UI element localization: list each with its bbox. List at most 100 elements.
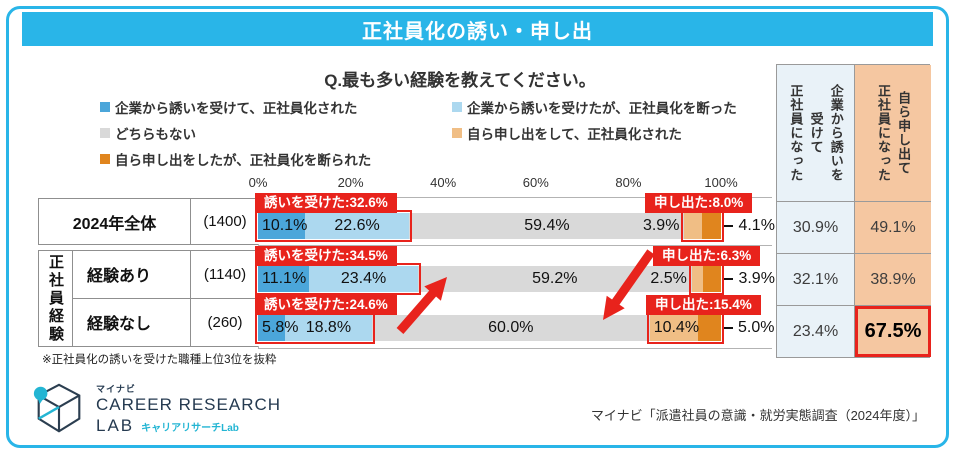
- legend-label: 自ら申し出をしたが、正社員化を断られた: [115, 153, 372, 168]
- legend-label: 企業から誘いを受けて、正社員化された: [115, 101, 358, 116]
- summary-table: 企業から誘いを 受けて 正社員になった 自ら申し出て 正社員になった 30.9%…: [776, 64, 931, 358]
- bar-value: 60.0%: [488, 319, 534, 336]
- row-n-experienced: (1140): [191, 251, 259, 299]
- leader-line: [724, 224, 734, 228]
- bar-segment: [703, 266, 722, 292]
- bar-segment: [258, 213, 305, 239]
- callout-invite: 誘いを受けた:24.6%: [255, 295, 397, 315]
- callout-invite: 誘いを受けた:34.5%: [255, 246, 397, 266]
- summary-value: 49.1%: [854, 201, 931, 253]
- logo-brand: マイナビ: [96, 384, 136, 395]
- bar-value: 5.8%: [262, 319, 299, 336]
- bar-segment: [284, 315, 372, 341]
- logo-cube-icon: [33, 383, 81, 433]
- bar-segment: [304, 213, 410, 239]
- legend-swatch-light-blue: [452, 102, 462, 112]
- legend-swatch-tan: [452, 128, 462, 138]
- career-research-lab-logo: マイナビ CAREER RESEARCH LAB キャリアリサーチLab: [30, 380, 281, 438]
- bar-value: 22.6%: [334, 217, 380, 234]
- row-n-total: (1400): [191, 199, 259, 244]
- footnote: ※正社員化の誘いを受けた職種上位3位を抜粋: [42, 354, 277, 366]
- x-tick-40: 40%: [430, 175, 457, 190]
- legend-swatch-gray: [100, 128, 110, 138]
- bar-segment: [258, 315, 285, 341]
- legend-label: どちらもない: [115, 127, 196, 142]
- bar-segment: [649, 315, 698, 341]
- callout-invite: 誘いを受けた:32.6%: [255, 193, 397, 213]
- logo-text: マイナビ CAREER RESEARCH LAB キャリアリサーチLab: [96, 382, 281, 435]
- grid-line-bottom: [258, 348, 772, 349]
- bar-value: 59.4%: [524, 217, 570, 234]
- summary-value: 30.9%: [777, 201, 854, 253]
- bar-value: 2.5%: [650, 270, 687, 287]
- x-tick-20: 20%: [337, 175, 364, 190]
- summary-header-text: 企業から誘いを 受けて 正社員になった: [788, 84, 844, 182]
- bar-segment: [258, 266, 310, 292]
- x-tick-60: 60%: [522, 175, 549, 190]
- offer-group-outline: [688, 263, 725, 295]
- logo-lab: LAB: [96, 415, 135, 435]
- bar-segment: [309, 266, 418, 292]
- page-title: 正社員化の誘い・申し出: [362, 20, 593, 43]
- row-label-total: 2024年全体: [39, 199, 191, 244]
- page-title-bar: 正社員化の誘い・申し出: [22, 12, 933, 46]
- summary-value-highlighted: 67.5%: [854, 305, 931, 357]
- bar-value-outside: 4.1%: [724, 213, 775, 239]
- leader-line: [724, 326, 733, 330]
- bar-value-outside: 5.0%: [724, 315, 774, 341]
- callout-offer: 申し出た:8.0%: [645, 193, 753, 213]
- bar-value: 11.1%: [262, 270, 307, 287]
- logo-line1: CAREER RESEARCH: [96, 395, 282, 415]
- x-tick-80: 80%: [615, 175, 642, 190]
- grid-line-top: [258, 197, 772, 198]
- legend-item: 自ら申し出をして、正社員化された: [452, 120, 737, 146]
- x-tick-100: 100%: [704, 175, 738, 190]
- bar-value: 3.9%: [642, 217, 680, 234]
- logo-sub: キャリアリサーチLab: [141, 422, 239, 434]
- row-table-total: 2024年全体 (1400): [38, 198, 259, 245]
- bar-segment: [409, 213, 685, 239]
- logo-line2: LAB キャリアリサーチLab: [96, 416, 281, 436]
- summary-header-text: 自ら申し出て 正社員になった: [876, 84, 912, 182]
- row-label-inexperienced: 経験なし: [73, 298, 191, 346]
- group-label-experience: 正社員経験: [39, 251, 73, 346]
- bar-value: 10.1%: [262, 217, 308, 234]
- survey-question: Q.最も多い経験を教えてください。: [324, 71, 596, 90]
- row-n-inexperienced: (260): [191, 298, 259, 346]
- grid-line-mid: [258, 245, 772, 246]
- bar-segment: [702, 213, 722, 239]
- legend-item: どちらもない: [100, 120, 371, 146]
- legend-column-right: 企業から誘いを受けたが、正社員化を断った 自ら申し出をして、正社員化された: [452, 94, 737, 146]
- legend-swatch-dark-orange: [100, 154, 110, 164]
- bar-segment: [697, 315, 721, 341]
- bar-value: 18.8%: [305, 319, 352, 336]
- legend-item: 企業から誘いを受けて、正社員化された: [100, 94, 371, 120]
- summary-header-offer: 自ら申し出て 正社員になった: [854, 65, 931, 201]
- bar-segment: [684, 213, 703, 239]
- summary-header-invite: 企業から誘いを 受けて 正社員になった: [777, 65, 854, 201]
- source-citation: マイナビ「派遣社員の意識・就労実態調査（2024年度）」: [590, 408, 925, 423]
- callout-offer: 申し出た:15.4%: [646, 295, 761, 315]
- bar-value-text: 5.0%: [738, 319, 775, 336]
- legend-swatch-blue: [100, 102, 110, 112]
- bar-value: 10.4%: [653, 319, 700, 336]
- bar-value-text: 3.9%: [738, 270, 775, 287]
- bar-value: 23.4%: [340, 270, 387, 287]
- summary-value: 38.9%: [854, 253, 931, 305]
- row-label-experienced: 経験あり: [73, 251, 191, 299]
- summary-value: 32.1%: [777, 253, 854, 305]
- legend-item: 自ら申し出をしたが、正社員化を断られた: [100, 146, 371, 172]
- offer-group-outline: [681, 210, 725, 242]
- bar-value-text: 4.1%: [738, 217, 775, 234]
- legend-label: 自ら申し出をして、正社員化された: [467, 127, 682, 142]
- row-table-experience: 正社員経験 経験あり (1140) 経験なし (260): [38, 250, 259, 347]
- bar-value-outside: 3.9%: [724, 266, 775, 292]
- x-tick-0: 0%: [248, 175, 268, 190]
- legend-item: 企業から誘いを受けたが、正社員化を断った: [452, 94, 737, 120]
- legend-column-left: 企業から誘いを受けて、正社員化された どちらもない 自ら申し出をしたが、正社員化…: [100, 94, 371, 172]
- callout-offer: 申し出た:6.3%: [653, 246, 761, 266]
- leader-line: [724, 277, 734, 281]
- summary-value: 23.4%: [777, 305, 854, 357]
- bar-value: 59.2%: [532, 270, 578, 287]
